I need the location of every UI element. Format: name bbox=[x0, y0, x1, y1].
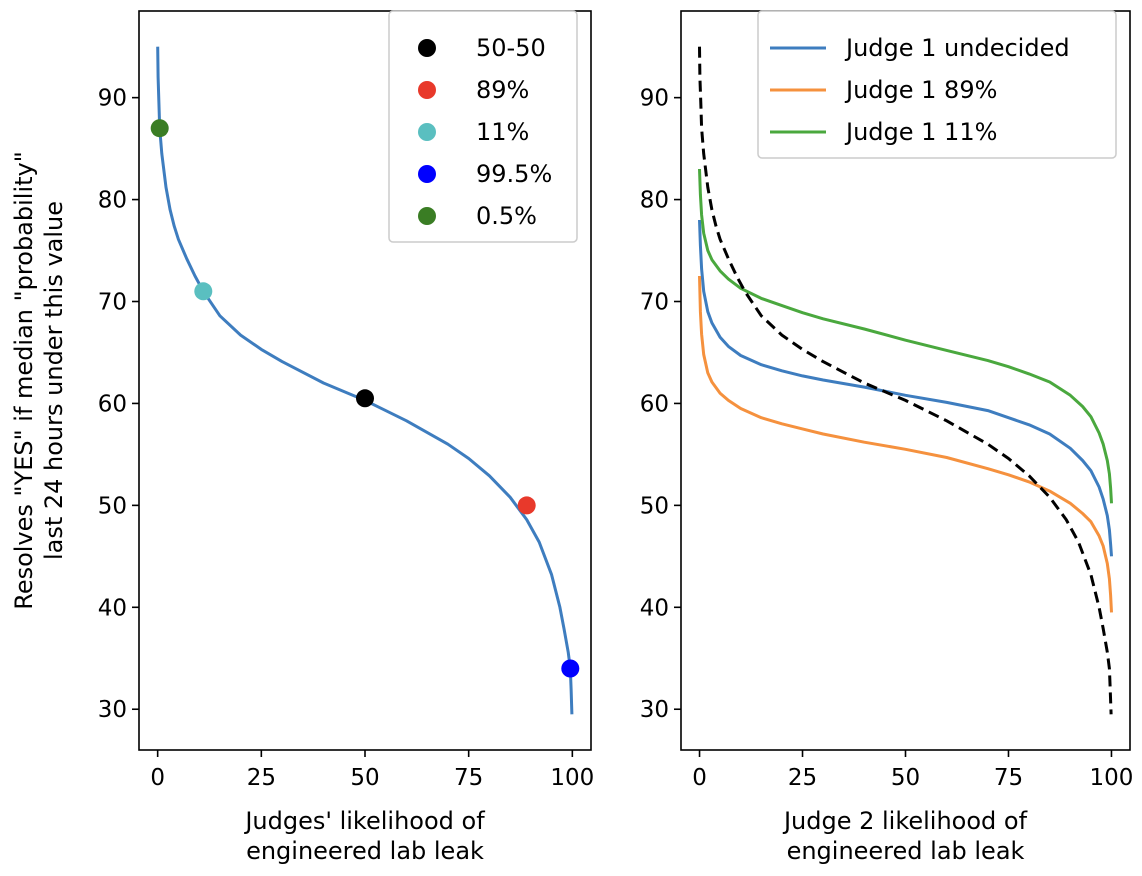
x-tick-label: 25 bbox=[247, 765, 276, 791]
series-group bbox=[150, 46, 580, 715]
y-tick-label: 50 bbox=[640, 493, 669, 519]
data-point-50-50 bbox=[356, 389, 374, 408]
y-tick-label: 90 bbox=[98, 86, 127, 112]
legend-marker-99-5- bbox=[418, 165, 436, 183]
y-axis-label: last 24 hours under this value bbox=[40, 201, 68, 560]
y-tick-label: 40 bbox=[640, 595, 669, 621]
series-line-judge-1-11- bbox=[698, 168, 1113, 504]
x-axis-label: engineered lab leak bbox=[787, 837, 1025, 865]
legend-marker-89- bbox=[418, 81, 436, 99]
x-tick-label: 25 bbox=[788, 765, 817, 791]
x-tick-label: 0 bbox=[150, 765, 165, 791]
series-group bbox=[698, 46, 1113, 715]
series-line-judge-1-undecided bbox=[698, 219, 1113, 557]
data-point-11- bbox=[194, 282, 213, 301]
x-tick-label: 0 bbox=[692, 765, 707, 791]
y-tick-label: 60 bbox=[98, 391, 127, 417]
right-chart-panel: 0 25 50 75 100 30 40 50 60 70 80 90 Judge 2 likeliho… bbox=[640, 10, 1133, 865]
x-tick-label: 100 bbox=[550, 765, 594, 791]
legend: Judge 1 undecided Judge 1 89% Judge 1 11% bbox=[757, 10, 1117, 159]
legend-marker-0-5- bbox=[418, 207, 436, 225]
legend-label-99-5-: 99.5% bbox=[476, 160, 552, 188]
legend-box bbox=[388, 10, 578, 243]
legend-label-50-50: 50-50 bbox=[476, 34, 546, 62]
legend-label-judge-1-undecided: Judge 1 undecided bbox=[844, 34, 1070, 62]
y-tick-label: 80 bbox=[98, 188, 127, 214]
y-tick-label: 30 bbox=[98, 697, 127, 723]
legend-label-89-: 89% bbox=[476, 76, 529, 104]
x-axis: 0 25 50 75 100 bbox=[150, 750, 594, 791]
data-point-99-5- bbox=[561, 659, 580, 678]
legend-label-0-5-: 0.5% bbox=[476, 202, 537, 230]
y-tick-label: 40 bbox=[98, 595, 127, 621]
legend-label-judge-1-89-: Judge 1 89% bbox=[844, 76, 997, 104]
x-tick-label: 50 bbox=[350, 765, 379, 791]
legend-label-judge-1-11-: Judge 1 11% bbox=[844, 118, 997, 146]
data-point-89- bbox=[517, 496, 536, 515]
left-chart-panel: 0 25 50 75 100 30 40 50 60 70 80 90 Judges' likeliho… bbox=[10, 10, 594, 865]
x-tick-label: 75 bbox=[994, 765, 1023, 791]
legend-label-11-: 11% bbox=[476, 118, 529, 146]
y-axis: 30 40 50 60 70 80 90 bbox=[640, 86, 681, 723]
y-tick-label: 70 bbox=[640, 290, 669, 316]
x-tick-label: 100 bbox=[1090, 765, 1134, 791]
series-line-0 bbox=[156, 46, 574, 715]
y-tick-label: 80 bbox=[640, 188, 669, 214]
data-point-0-5- bbox=[150, 119, 169, 138]
y-axis-label: Resolves "YES" if median "probability" bbox=[10, 151, 38, 610]
y-tick-label: 60 bbox=[640, 391, 669, 417]
y-tick-label: 30 bbox=[640, 697, 669, 723]
x-tick-label: 75 bbox=[454, 765, 483, 791]
series-line-reference-dashed bbox=[698, 46, 1113, 715]
y-tick-label: 50 bbox=[98, 493, 127, 519]
legend-marker-11- bbox=[418, 123, 436, 141]
x-axis-label: Judges' likelihood of bbox=[243, 807, 485, 835]
x-axis-label: Judge 2 likelihood of bbox=[782, 807, 1028, 835]
legend: 50-50 89% 11% 99.5% 0.5% bbox=[388, 10, 578, 243]
y-tick-label: 90 bbox=[640, 86, 669, 112]
y-tick-label: 70 bbox=[98, 290, 127, 316]
x-axis-label: engineered lab leak bbox=[246, 837, 484, 865]
x-tick-label: 50 bbox=[891, 765, 920, 791]
series-line-judge-1-89- bbox=[698, 275, 1113, 613]
y-axis: 30 40 50 60 70 80 90 bbox=[98, 86, 139, 723]
legend-box bbox=[757, 10, 1117, 159]
x-axis: 0 25 50 75 100 bbox=[692, 750, 1133, 791]
legend-marker-50-50 bbox=[418, 39, 436, 57]
